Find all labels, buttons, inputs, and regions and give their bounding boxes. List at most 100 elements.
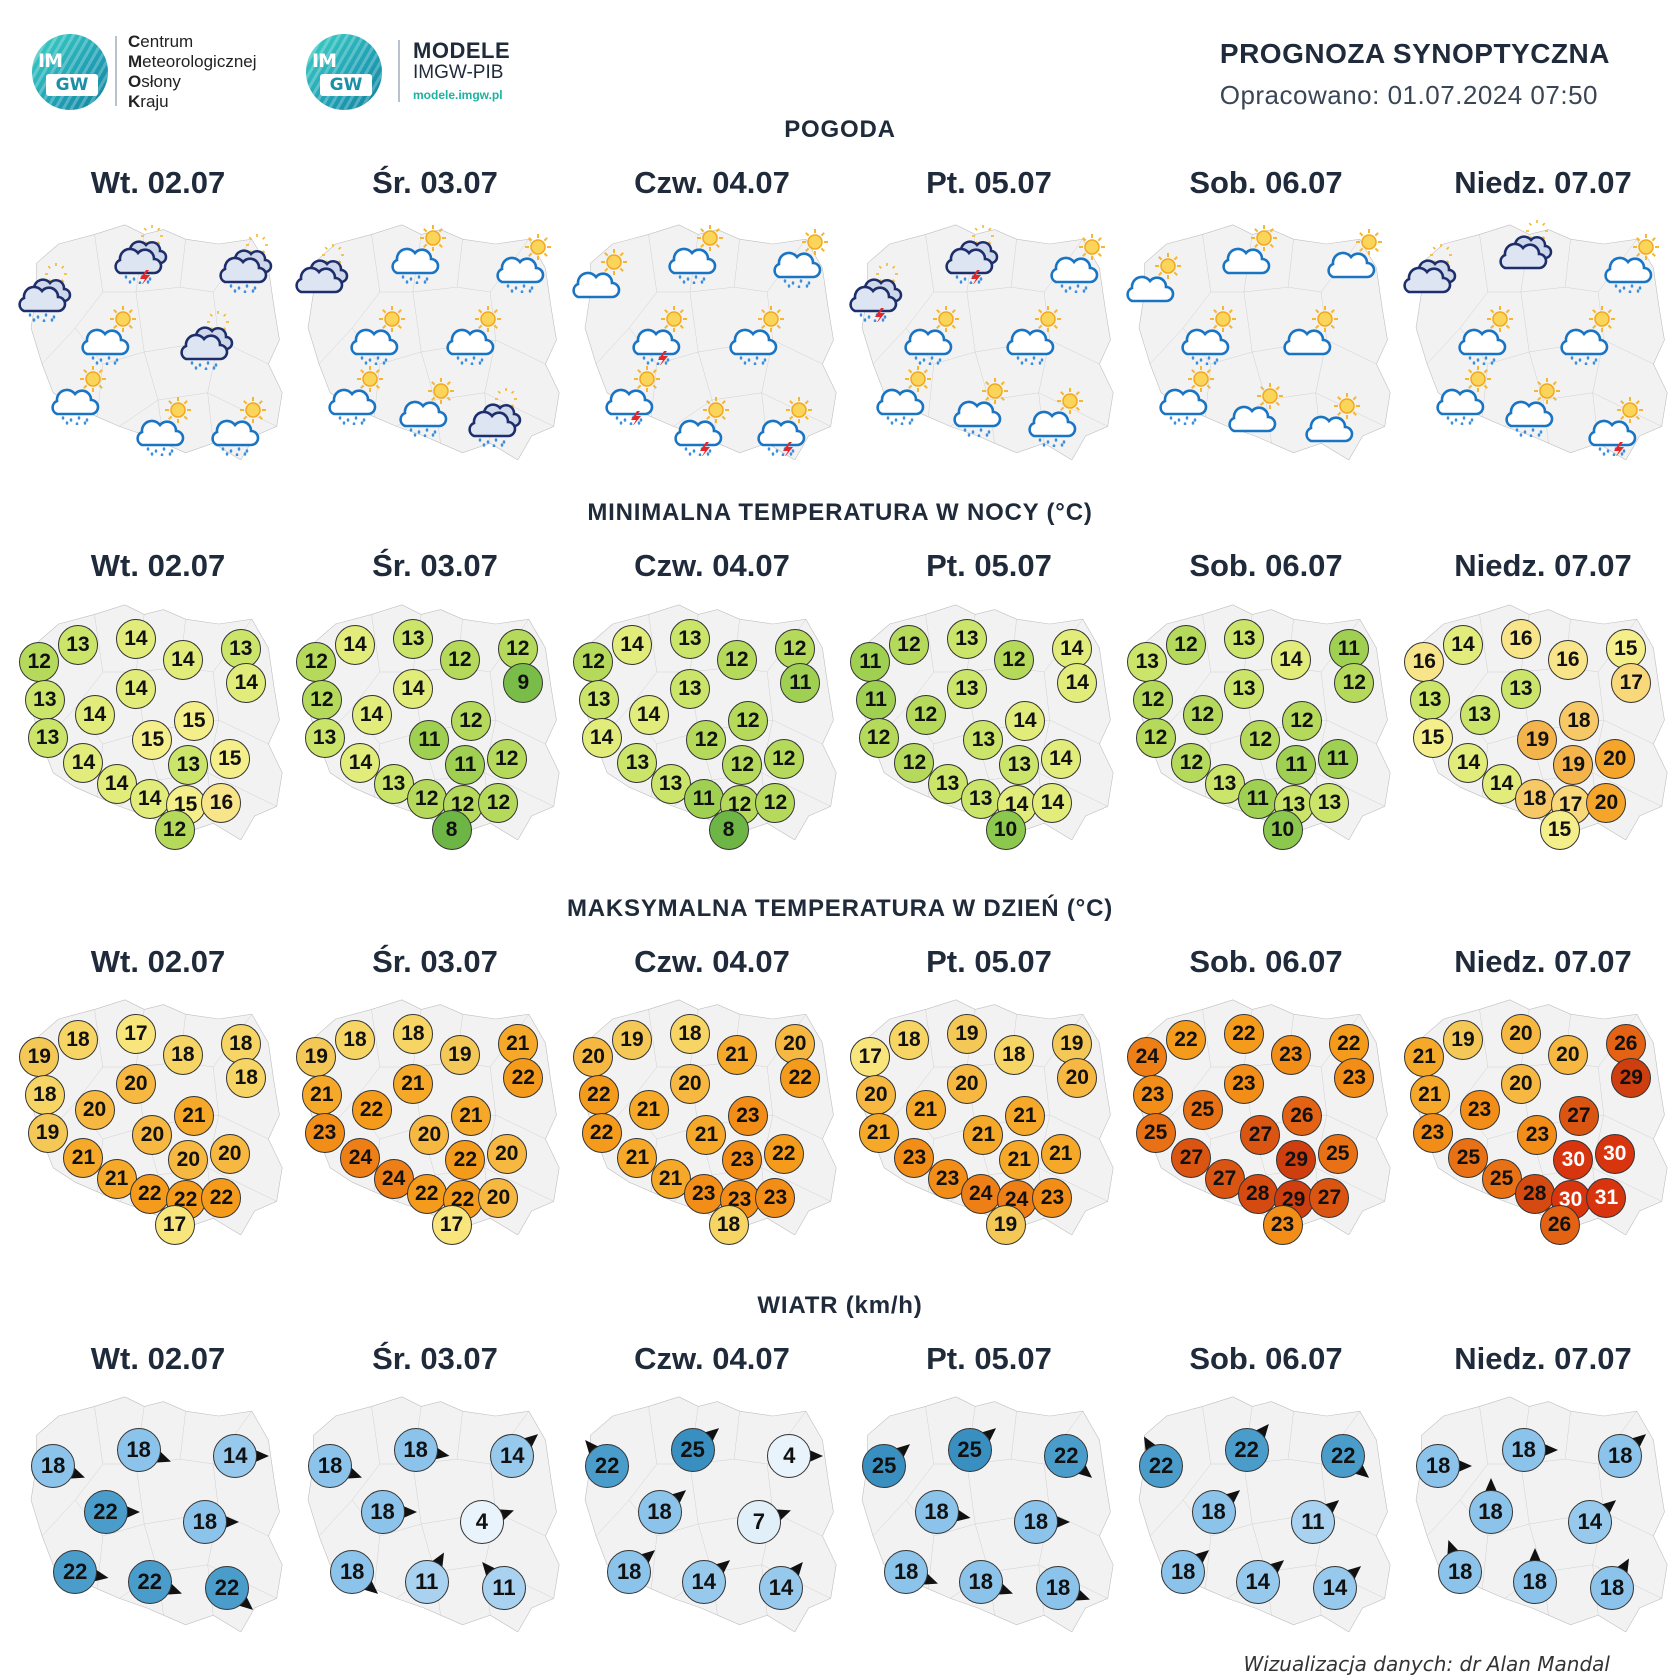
sun-storm-icon — [601, 365, 669, 428]
tmax-value: 20 — [209, 1133, 250, 1174]
tmin-value: 14 — [334, 625, 375, 666]
wind-speed-value: 18 — [1013, 1500, 1058, 1544]
issued-timestamp: Opracowano: 01.07.2024 07:50 — [1219, 80, 1598, 110]
tmin-value: 12 — [478, 782, 519, 823]
tmin-value: 13 — [57, 625, 98, 666]
map-weather-2 — [571, 220, 850, 460]
sun-rain-icon — [1024, 387, 1092, 448]
tmin-value: 13 — [617, 742, 658, 783]
tmin-value: 12 — [573, 642, 614, 682]
day-title-weather-0: Wt. 02.07 — [90, 165, 226, 200]
tmax-value: 19 — [1051, 1024, 1092, 1065]
tmax-value: 23 — [722, 1139, 763, 1180]
wind-marker: 14 — [681, 1554, 735, 1604]
tmax-value: 29 — [1611, 1058, 1652, 1098]
sun-cloud-icon — [1301, 392, 1369, 452]
tmin-value: 16 — [1404, 642, 1445, 682]
tmin-value: 14 — [351, 694, 392, 735]
wind-marker: 18 — [1590, 1555, 1636, 1610]
wind-marker: 22 — [579, 1435, 630, 1488]
tmin-value: 12 — [1135, 717, 1176, 758]
tmin-value: 11 — [855, 679, 896, 720]
day-title-weather-5: Niedz. 07.07 — [1454, 165, 1632, 200]
wind-speed-value: 18 — [607, 1550, 652, 1594]
tmin-value: 12 — [716, 639, 757, 680]
wind-speed-value: 18 — [914, 1490, 959, 1534]
tmin-value: 15 — [173, 700, 214, 741]
sun-storm-icon — [670, 396, 738, 459]
map-tmax-4: 22 22 24 23 22 23 23 25 23 26 25 27 27 29 25 27 28 29 27 23 — [1127, 995, 1404, 1245]
sun-rain-icon — [442, 305, 510, 366]
tmin-value: 12 — [19, 642, 60, 682]
tmax-value: 22 — [763, 1133, 804, 1174]
tmax-value: 21 — [963, 1114, 1004, 1155]
sun-rain-icon — [387, 224, 455, 285]
wind-speed-value: 22 — [1044, 1434, 1089, 1478]
wind-speed-value: 22 — [1224, 1428, 1269, 1472]
modele-url[interactable]: modele.imgw.pl — [413, 88, 503, 102]
tmin-value: 13 — [1223, 618, 1264, 659]
sun-rain-icon — [1155, 365, 1223, 426]
tmin-value: 19 — [1553, 744, 1594, 785]
wind-marker: 14 — [1313, 1560, 1366, 1610]
tmin-value: 12 — [686, 719, 727, 760]
day-title-tmax-2: Czw. 04.07 — [634, 944, 790, 979]
wind-speed-value: 18 — [1501, 1428, 1546, 1472]
tmin-value: 16 — [1547, 639, 1588, 680]
day-title-tmax-1: Śr. 03.07 — [372, 944, 498, 979]
tmax-value: 28 — [1514, 1173, 1555, 1214]
tmin-value: 16 — [1500, 618, 1541, 659]
day-title-tmax-3: Pt. 05.07 — [926, 944, 1052, 979]
wind-speed-value: 18 — [360, 1490, 405, 1534]
map-wind-0: 18 18 14 22 18 22 22 22 — [20, 1392, 296, 1632]
tmax-value: 18 — [334, 1020, 375, 1061]
wind-speed-value: 18 — [1512, 1560, 1557, 1604]
wind-speed-value: 18 — [1468, 1490, 1513, 1534]
map-tmin-4: 12 13 13 14 11 12 12 12 13 12 12 12 12 11 11 13 11 13 13 10 — [1127, 600, 1404, 850]
tmax-value: 21 — [497, 1024, 538, 1065]
tmin-value: 20 — [1586, 782, 1627, 823]
tmin-value: 12 — [858, 717, 899, 758]
map-weather-4 — [1125, 220, 1404, 460]
map-tmin-0: 13 14 12 14 13 14 13 14 14 15 13 15 14 13 15 14 14 15 16 12 — [19, 600, 296, 850]
map-weather-3 — [848, 220, 1127, 460]
tmin-value: 13 — [960, 778, 1001, 819]
wind-speed-value: 25 — [947, 1428, 992, 1472]
tmax-value: 29 — [1276, 1139, 1317, 1180]
tmin-value: 15 — [209, 738, 250, 779]
tmin-value: 17 — [1611, 663, 1652, 703]
sun-cloud-icon — [1224, 382, 1292, 442]
sun-rain-icon — [492, 233, 560, 294]
tmax-value: 20 — [946, 1064, 987, 1105]
night-rain-icon — [215, 233, 283, 294]
tmin-value: 12 — [497, 629, 538, 670]
wind-marker: 18 — [1438, 1537, 1483, 1594]
tmax-value: 26 — [1281, 1095, 1322, 1136]
wind-speed-value: 18 — [1191, 1490, 1236, 1534]
section-title-wind: WIATR (km/h) — [757, 1292, 923, 1319]
tmin-value: 14 — [392, 669, 433, 710]
logo-im-text-2: IM — [312, 50, 337, 72]
tmin-value: 12 — [993, 639, 1034, 680]
tmin-value: 12 — [763, 738, 804, 779]
tmax-value: 21 — [858, 1112, 899, 1153]
section-title-weather: POGODA — [784, 116, 896, 143]
tmax-value: 18 — [220, 1024, 261, 1065]
tmax-value: 20 — [478, 1177, 519, 1218]
tmin-value: 14 — [115, 669, 156, 710]
tmax-value: 19 — [985, 1205, 1026, 1245]
wind-marker: 18 — [607, 1544, 660, 1594]
wind-speed-value: 14 — [1567, 1500, 1612, 1544]
tmin-value: 12 — [1281, 700, 1322, 741]
wind-marker: 18 — [958, 1560, 1016, 1604]
sun-storm-icon — [628, 305, 696, 368]
sun-rain-icon — [769, 228, 837, 290]
tmin-value: 13 — [946, 618, 987, 659]
wind-marker: 22 — [205, 1566, 258, 1616]
sun-cloud-icon — [1279, 305, 1347, 365]
tmax-value: 18 — [392, 1013, 433, 1054]
tmax-value: 22 — [1165, 1020, 1206, 1061]
wind-speed-value: 14 — [490, 1434, 535, 1478]
tmax-value: 27 — [1309, 1177, 1350, 1218]
tmax-value: 21 — [1404, 1037, 1445, 1077]
